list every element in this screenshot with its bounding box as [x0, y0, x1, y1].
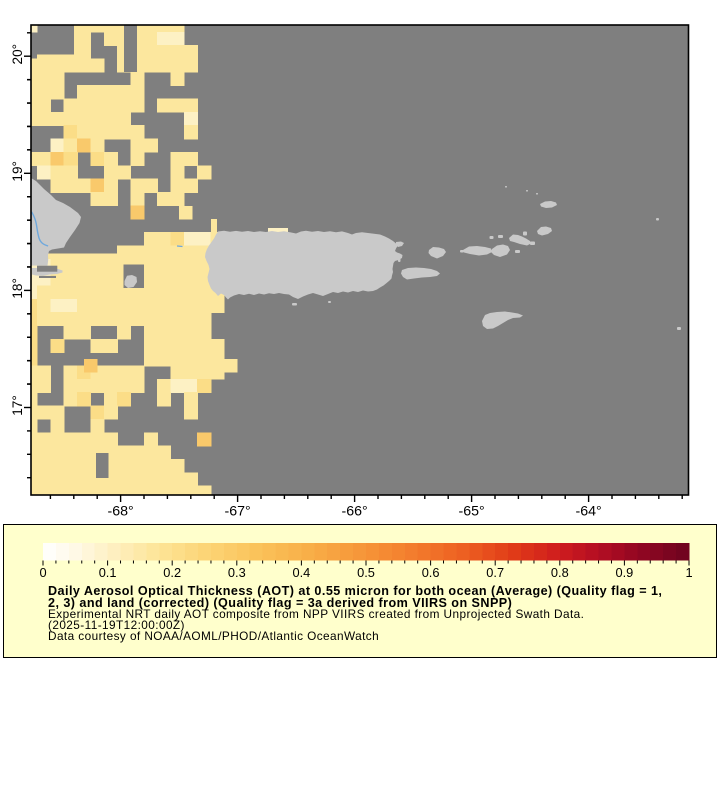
svg-text:-65°: -65° — [459, 504, 485, 520]
svg-text:20°: 20° — [10, 44, 25, 65]
svg-text:2, 3) and land (corrected) (Qu: 2, 3) and land (corrected) (Quality flag… — [48, 596, 512, 610]
svg-text:0.5: 0.5 — [357, 565, 375, 580]
svg-text:0: 0 — [39, 565, 46, 580]
svg-text:0.9: 0.9 — [616, 565, 634, 580]
svg-text:-68°: -68° — [108, 504, 134, 520]
svg-text:(2025-11-19T12:00:00Z): (2025-11-19T12:00:00Z) — [48, 618, 185, 632]
svg-text:0.6: 0.6 — [422, 565, 440, 580]
svg-text:-64°: -64° — [576, 504, 602, 520]
svg-text:-67°: -67° — [225, 504, 251, 520]
svg-text:1: 1 — [685, 565, 692, 580]
svg-text:0.8: 0.8 — [551, 565, 569, 580]
svg-text:0.2: 0.2 — [163, 565, 181, 580]
svg-text:19°: 19° — [10, 161, 25, 182]
svg-text:Data courtesy of NOAA/AOML/PHO: Data courtesy of NOAA/AOML/PHOD/Atlantic… — [48, 629, 379, 643]
svg-text:18°: 18° — [10, 278, 25, 299]
svg-text:Daily Aerosol Optical Thicknes: Daily Aerosol Optical Thickness (AOT) at… — [48, 584, 662, 598]
svg-text:0.1: 0.1 — [99, 565, 117, 580]
svg-text:0.7: 0.7 — [486, 565, 504, 580]
svg-text:17°: 17° — [10, 395, 25, 416]
svg-text:Experimental NRT daily AOT com: Experimental NRT daily AOT composite fro… — [48, 607, 584, 621]
svg-text:0.3: 0.3 — [228, 565, 246, 580]
svg-text:-66°: -66° — [342, 504, 368, 520]
svg-text:0.4: 0.4 — [293, 565, 311, 580]
